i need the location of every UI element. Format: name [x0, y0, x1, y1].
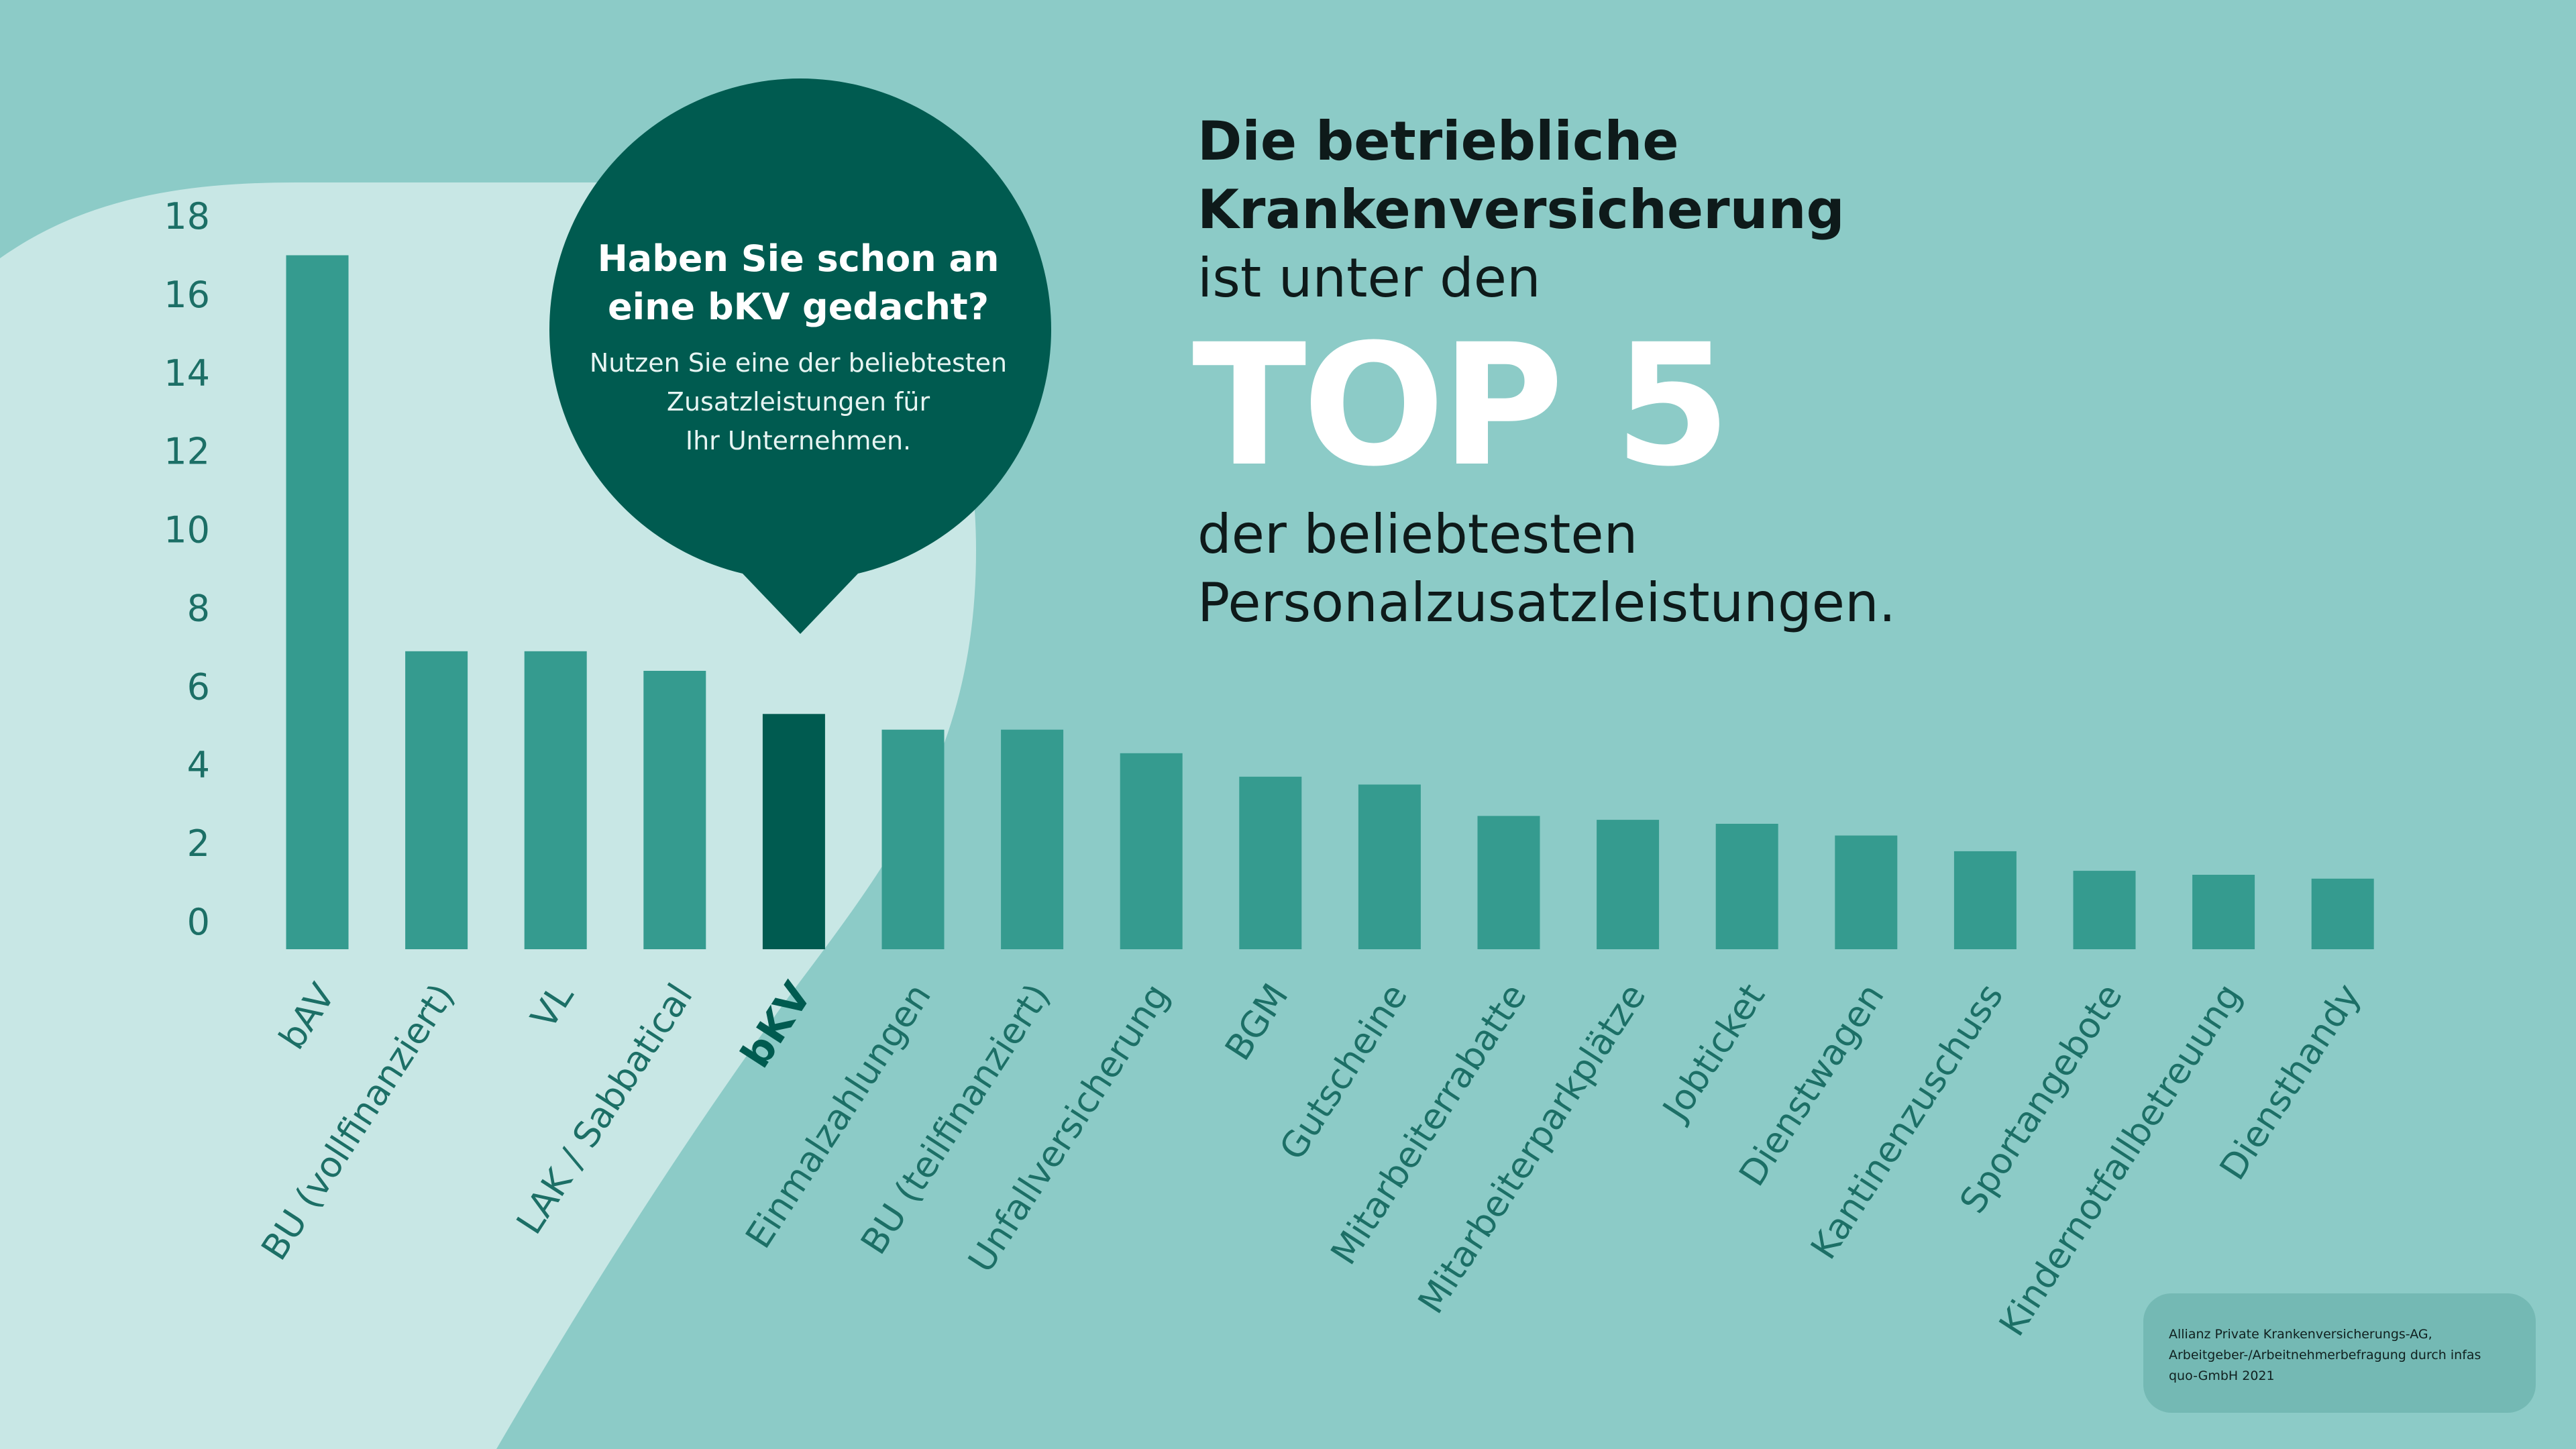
bar-4: [762, 714, 825, 949]
bubble-title: Haben Sie schon an eine bKV gedacht?: [597, 237, 1000, 328]
headline-line-5: Personalzusatzleistungen.: [1197, 572, 1896, 634]
bar-7: [1120, 753, 1183, 949]
headline-line-3: ist unter den: [1197, 247, 1541, 309]
y-tick-label-10: 10: [164, 509, 210, 551]
x-tick-label-12: Jobticket: [1654, 977, 1773, 1129]
x-tick-label-7: Unfallversicherung: [961, 977, 1177, 1280]
source-note: Allianz Private Krankenversicherungs-AG,…: [2143, 1293, 2536, 1413]
bar-12: [1715, 824, 1778, 949]
bar-11: [1597, 820, 1660, 949]
y-tick-label-14: 14: [164, 352, 210, 394]
bar-1: [405, 651, 468, 949]
bar-10: [1477, 816, 1540, 949]
y-tick-label-4: 4: [187, 744, 210, 786]
bar-16: [2192, 875, 2255, 949]
headline-highlight: TOP 5: [1192, 308, 1731, 503]
x-tick-label-11: Mitarbeiterparkplätze: [1411, 977, 1654, 1321]
y-tick-label-18: 18: [164, 195, 210, 237]
bar-0: [286, 255, 349, 949]
y-tick-label-16: 16: [164, 274, 210, 316]
bar-6: [1001, 729, 1064, 949]
headline-line-1: Die betriebliche: [1197, 110, 1679, 172]
y-tick-label-2: 2: [187, 822, 210, 865]
bar-13: [1835, 835, 1898, 949]
bar-3: [643, 671, 706, 949]
y-tick-label-0: 0: [187, 901, 210, 943]
headline-line-4: der beliebtesten: [1197, 503, 1638, 566]
bar-9: [1358, 784, 1421, 949]
bar-14: [1953, 851, 2017, 949]
headline: Die betriebliche Krankenversicherung ist…: [1192, 107, 1896, 637]
bar-8: [1239, 776, 1302, 949]
x-tick-label-16: Kindernotfallbetreuung: [1992, 977, 2250, 1344]
bars-layer: [286, 255, 2374, 949]
bar-2: [524, 651, 587, 949]
headline-line-2: Krankenversicherung: [1197, 178, 1845, 241]
y-axis: 0 2 4 6 8 10 12 14 16 18: [164, 195, 210, 943]
speech-bubble: [549, 78, 1051, 634]
x-tick-label-8: BGM: [1218, 977, 1297, 1068]
y-tick-label-6: 6: [187, 665, 210, 708]
bubble-subtitle: Nutzen Sie eine der beliebtesten Zusatzl…: [589, 348, 1008, 455]
bar-5: [881, 729, 945, 949]
bubble-text: Haben Sie schon an eine bKV gedacht? Nut…: [577, 235, 1020, 460]
y-tick-label-8: 8: [187, 587, 210, 629]
y-tick-label-12: 12: [164, 431, 210, 473]
x-tick-label-9: Gutscheine: [1272, 977, 1415, 1167]
bar-17: [2311, 878, 2374, 949]
bar-15: [2073, 871, 2136, 949]
